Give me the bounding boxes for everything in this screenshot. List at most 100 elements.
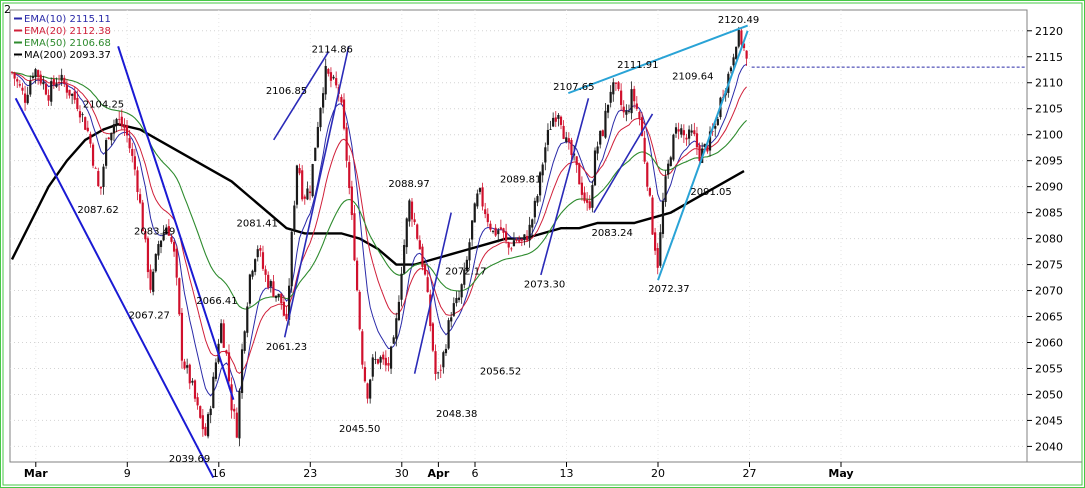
candle-body bbox=[167, 226, 170, 236]
price-annotation: 2073.30 bbox=[524, 279, 565, 290]
candle-body bbox=[178, 278, 181, 315]
candle-body bbox=[546, 129, 550, 145]
candle-body bbox=[327, 69, 330, 74]
candle-body bbox=[162, 232, 165, 241]
candle-body bbox=[437, 372, 440, 374]
candle-body bbox=[499, 227, 502, 230]
candle-body bbox=[601, 130, 604, 136]
candle-body bbox=[191, 380, 194, 383]
candle-body bbox=[348, 162, 351, 189]
candle-body bbox=[596, 146, 599, 154]
trendline bbox=[283, 46, 350, 338]
candle-body bbox=[680, 128, 683, 135]
price-annotation: 2106.85 bbox=[266, 86, 307, 97]
candle-body bbox=[311, 164, 314, 197]
candle-body bbox=[71, 93, 74, 96]
candle-body bbox=[525, 235, 529, 241]
price-annotation: 2120.49 bbox=[718, 15, 759, 26]
candle-body bbox=[39, 74, 42, 84]
candle-body bbox=[677, 129, 680, 132]
candle-body bbox=[685, 137, 688, 140]
candle-body bbox=[654, 232, 657, 251]
candle-body bbox=[141, 202, 144, 232]
price-annotation: 2114.86 bbox=[312, 44, 353, 55]
x-tick-label: 23 bbox=[303, 467, 317, 480]
x-axis: Mar 9 16 23 30 Apr 6 13 20 27 May bbox=[24, 462, 854, 480]
candle-body bbox=[672, 134, 675, 160]
y-tick-label: 2050 bbox=[1035, 388, 1063, 401]
candle-body bbox=[630, 89, 633, 114]
price-annotation: 2056.52 bbox=[480, 367, 521, 378]
candle-body bbox=[13, 72, 16, 79]
candle-body bbox=[735, 46, 738, 60]
candle-body bbox=[144, 231, 147, 240]
candle-body bbox=[254, 259, 257, 272]
candle-body bbox=[384, 357, 387, 366]
candle-body bbox=[638, 111, 641, 119]
candle-body bbox=[214, 362, 218, 379]
candle-body bbox=[306, 188, 309, 200]
candle-body bbox=[664, 176, 667, 203]
price-annotation: 2067.27 bbox=[129, 311, 170, 322]
candle-body bbox=[659, 232, 662, 266]
candle-body bbox=[288, 285, 291, 320]
candle-body bbox=[413, 219, 416, 223]
candle-body bbox=[497, 230, 500, 235]
candle-body bbox=[259, 248, 262, 251]
candle-body bbox=[57, 82, 61, 83]
x-tick-label: 16 bbox=[212, 467, 226, 480]
candle-body bbox=[376, 359, 380, 364]
trendline bbox=[540, 98, 590, 276]
candle-body bbox=[580, 182, 584, 195]
candle-body bbox=[552, 117, 555, 127]
candle-body bbox=[157, 244, 160, 256]
candle-body bbox=[606, 104, 610, 113]
trendline bbox=[117, 46, 235, 400]
candle-body bbox=[290, 231, 293, 287]
candle-body bbox=[60, 74, 63, 81]
price-annotation: 2088.97 bbox=[388, 179, 429, 190]
candle-body bbox=[340, 96, 343, 103]
annotation-layer: 2104.25 2087.62 2083.49 2067.27 2039.69 2066.… bbox=[77, 15, 759, 465]
candle-body bbox=[382, 354, 385, 360]
candle-body bbox=[322, 93, 325, 108]
candle-body bbox=[212, 376, 215, 409]
candle-body bbox=[172, 241, 176, 252]
trendline bbox=[657, 30, 749, 281]
candle-body bbox=[353, 213, 356, 261]
candle-body bbox=[729, 67, 733, 72]
candle-body bbox=[643, 137, 646, 162]
candle-body bbox=[233, 408, 236, 412]
candle-body bbox=[567, 138, 570, 143]
candle-body bbox=[400, 273, 403, 300]
candle-body bbox=[84, 117, 87, 130]
candle-body bbox=[716, 119, 719, 126]
candle-body bbox=[120, 116, 123, 127]
corner-label: 2 bbox=[4, 3, 11, 16]
candle-body bbox=[243, 331, 246, 351]
candle-body bbox=[620, 90, 623, 105]
candle-body bbox=[91, 144, 95, 166]
y-tick-label: 2045 bbox=[1035, 414, 1063, 427]
candle-body bbox=[528, 224, 531, 241]
candle-body bbox=[690, 130, 693, 133]
candle-body bbox=[484, 209, 487, 215]
candle-body bbox=[627, 111, 631, 113]
candle-body bbox=[81, 114, 84, 116]
candle-body bbox=[196, 397, 199, 406]
candle-body bbox=[434, 351, 437, 375]
candle-body bbox=[397, 301, 401, 321]
candle-body bbox=[554, 117, 557, 122]
candle-body bbox=[269, 280, 272, 287]
candle-body bbox=[489, 223, 492, 230]
x-tick-label: 20 bbox=[651, 467, 665, 480]
candle-body bbox=[277, 293, 280, 297]
candle-body bbox=[361, 331, 364, 365]
candle-body bbox=[544, 147, 547, 163]
candle-body bbox=[10, 71, 14, 73]
candle-body bbox=[133, 156, 136, 170]
candle-body bbox=[742, 43, 746, 49]
candle-body bbox=[110, 132, 113, 141]
candle-body bbox=[94, 167, 97, 169]
